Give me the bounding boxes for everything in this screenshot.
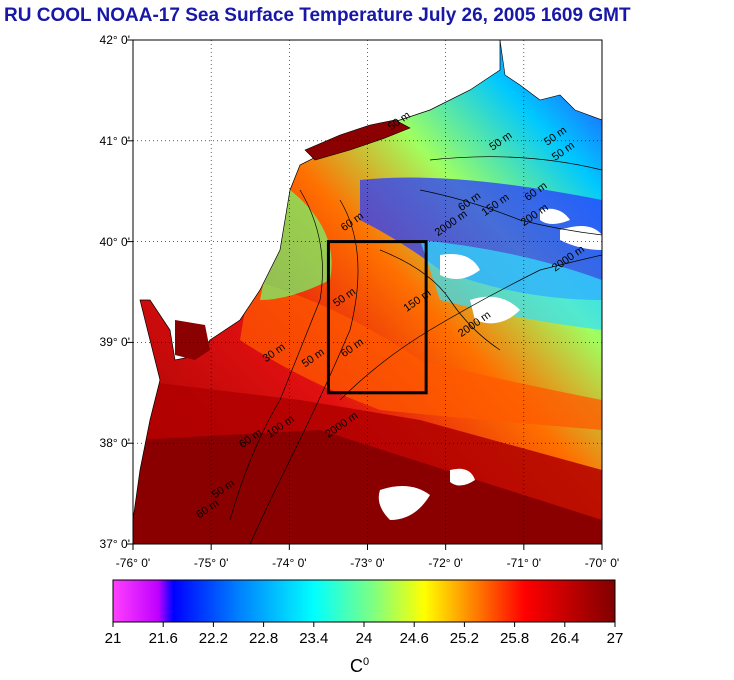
land-new-england <box>499 40 602 121</box>
colorbar-tick-label: 25.8 <box>499 630 530 647</box>
lon-label: -76° 0' <box>115 556 151 570</box>
colorbar-tick-label: 21.6 <box>148 630 178 647</box>
land-long-island <box>304 119 411 161</box>
unit-superscript: 0 <box>363 656 370 668</box>
colorbar-tick-label: 26.4 <box>550 630 580 647</box>
isobaths <box>229 156 602 544</box>
lon-label: -71° 0' <box>506 556 542 570</box>
lon-label: -75° 0' <box>193 556 229 570</box>
colorbar-ticks <box>112 622 616 627</box>
lat-label: 40° 0' <box>99 234 130 249</box>
lat-label: 37° 0' <box>99 537 130 551</box>
unit-label: C <box>350 656 363 676</box>
axis-ticks <box>127 39 603 550</box>
isobath-line <box>429 156 602 171</box>
colorbar-tick-label: 22.2 <box>198 630 228 647</box>
lon-label: -73° 0' <box>350 556 385 570</box>
lon-label: -72° 0' <box>428 556 463 570</box>
colorbar-tick-label: 27 <box>606 630 624 647</box>
colorbar-tick-label: 23.4 <box>299 630 329 647</box>
isobath-line <box>229 189 323 521</box>
lat-label: 42° 0' <box>99 33 130 47</box>
isobath-line <box>249 199 359 544</box>
isobath-line <box>379 249 501 351</box>
map-title: RU COOL NOAA-17 Sea Surface Temperature … <box>4 5 631 26</box>
lat-label: 38° 0' <box>99 436 130 451</box>
lat-label: 41° 0' <box>99 133 130 148</box>
colorbar-tick-label: 24.6 <box>399 630 429 647</box>
colorbar <box>112 579 616 623</box>
colorbar-unit: C0 <box>350 656 369 677</box>
study-area-box <box>326 240 428 395</box>
colorbar-tick-label: 24 <box>355 630 373 647</box>
lon-label: -74° 0' <box>272 556 307 570</box>
colorbar-tick-label: 21 <box>104 630 122 647</box>
isobath-line <box>339 254 602 401</box>
lat-label: 39° 0' <box>99 335 130 350</box>
lon-label: -70° 0' <box>584 556 620 570</box>
land-mainland <box>133 40 501 521</box>
colorbar-tick-label: 25.2 <box>449 630 479 647</box>
colorbar-tick-label: 22.8 <box>248 630 279 647</box>
isobath-line <box>419 189 602 236</box>
